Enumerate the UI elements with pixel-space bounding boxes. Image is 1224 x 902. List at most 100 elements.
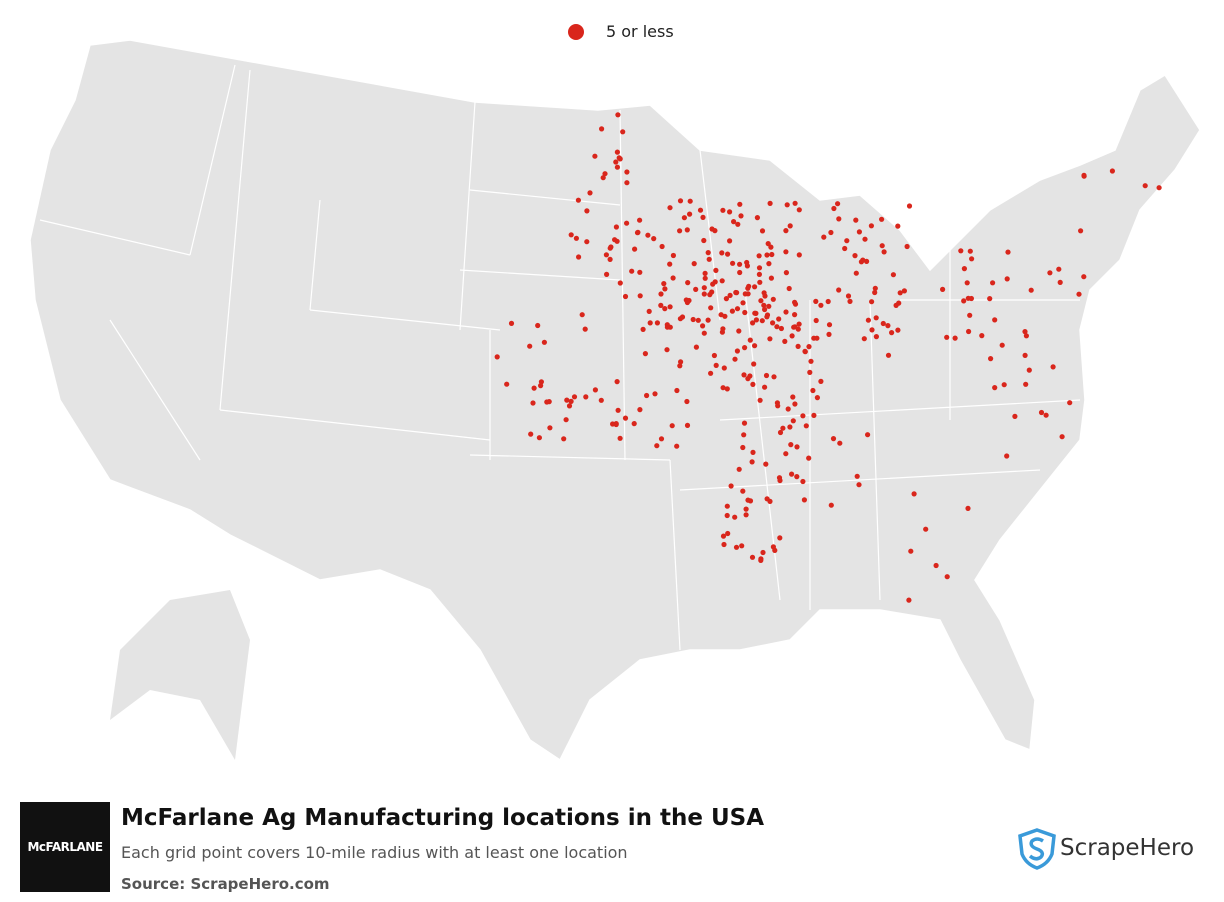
location-dot	[712, 228, 718, 234]
location-dot	[693, 344, 700, 350]
location-dot	[835, 201, 841, 207]
location-dot	[758, 298, 764, 304]
location-dot	[1109, 168, 1115, 174]
location-dot	[727, 209, 733, 215]
location-dot	[767, 200, 773, 206]
location-dot	[607, 256, 613, 262]
location-dot	[969, 256, 975, 262]
location-dots	[494, 112, 1162, 603]
location-dot	[979, 333, 985, 339]
location-dot	[796, 207, 802, 213]
location-dot	[742, 291, 748, 297]
location-dot	[808, 358, 814, 364]
location-dot	[873, 315, 879, 321]
location-dot	[810, 387, 816, 394]
location-dot	[879, 216, 885, 222]
location-dot	[856, 229, 863, 235]
location-dot	[818, 302, 824, 308]
location-dot	[527, 343, 533, 349]
location-dot	[890, 272, 897, 278]
location-dot	[640, 326, 646, 332]
location-dot	[791, 324, 797, 330]
location-dot	[647, 320, 653, 326]
location-dot	[637, 293, 643, 299]
location-dot	[719, 250, 725, 256]
location-dot	[644, 392, 650, 399]
location-dot	[999, 342, 1005, 348]
location-dot	[783, 451, 789, 457]
location-dot	[828, 229, 834, 236]
location-dot	[743, 506, 749, 512]
location-dot	[693, 286, 699, 292]
location-dot	[637, 269, 643, 275]
location-dot	[735, 221, 741, 227]
location-dot	[908, 548, 914, 554]
location-dot	[789, 333, 795, 339]
location-dot	[620, 129, 626, 135]
location-dot	[757, 279, 763, 285]
location-dot	[794, 444, 800, 450]
company-logo: McFARLANE	[20, 802, 110, 892]
location-dot	[751, 361, 757, 367]
location-dot	[603, 252, 610, 258]
location-dot	[587, 190, 593, 196]
location-dot	[584, 208, 590, 214]
location-dot	[681, 215, 688, 221]
location-dot	[1076, 291, 1082, 297]
location-dot	[792, 299, 798, 305]
location-dot	[1004, 453, 1010, 459]
location-dot	[662, 286, 668, 292]
location-dot	[725, 251, 731, 257]
location-dot	[732, 514, 738, 520]
title: McFarlane Ag Manufacturing locations in …	[121, 805, 765, 831]
location-dot	[709, 289, 715, 295]
location-dot	[635, 229, 641, 235]
location-dot	[904, 243, 910, 250]
location-dot	[806, 455, 812, 461]
location-dot	[825, 298, 831, 305]
location-dot	[780, 425, 786, 431]
location-dot	[614, 379, 620, 385]
location-dot	[600, 175, 606, 181]
location-dot	[988, 356, 994, 362]
location-dot	[712, 279, 718, 285]
location-dot	[788, 442, 794, 448]
location-dot	[708, 305, 714, 311]
location-dot	[753, 317, 760, 323]
location-dot	[734, 290, 740, 296]
location-dot	[1043, 412, 1049, 418]
location-dot	[792, 312, 798, 318]
location-dot	[615, 112, 621, 118]
location-dot	[711, 352, 718, 359]
location-dot	[1028, 287, 1034, 293]
location-dot	[727, 292, 733, 298]
location-dot	[940, 286, 946, 292]
location-dot	[741, 372, 747, 378]
location-dot	[795, 343, 801, 349]
location-dot	[701, 237, 707, 244]
location-dot	[576, 254, 582, 260]
location-dot	[807, 369, 813, 375]
location-dot	[775, 403, 781, 409]
location-dot	[667, 261, 673, 267]
location-dot	[1047, 270, 1053, 276]
location-dot	[1142, 183, 1148, 189]
location-dot	[677, 198, 684, 204]
location-dot	[752, 343, 758, 349]
location-dot	[897, 290, 903, 296]
location-dot	[821, 234, 827, 240]
location-dot	[770, 296, 776, 302]
location-dot	[990, 280, 996, 286]
location-dot	[561, 436, 567, 442]
location-dot	[765, 241, 771, 247]
location-dot	[764, 252, 770, 258]
location-dot	[739, 543, 745, 549]
location-dot	[670, 275, 676, 281]
location-dot	[787, 223, 793, 229]
location-dot	[768, 275, 775, 281]
location-dot	[740, 444, 746, 451]
location-dot	[678, 359, 684, 365]
location-dot	[654, 320, 661, 326]
location-dot	[592, 387, 599, 393]
location-dot	[1081, 274, 1087, 280]
